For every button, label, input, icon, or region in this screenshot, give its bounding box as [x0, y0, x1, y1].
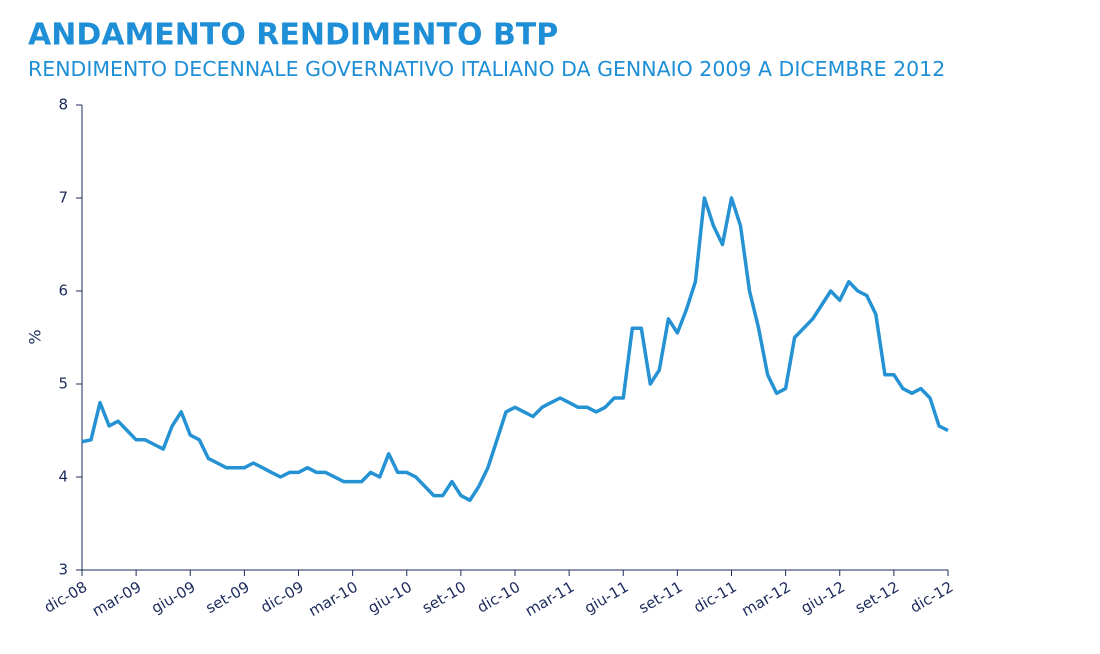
- y-tick-label: 4: [58, 468, 68, 486]
- x-tick-label: giu-11: [581, 578, 631, 617]
- x-tick-label: dic-12: [907, 578, 956, 617]
- x-tick-label: dic-09: [258, 578, 307, 617]
- y-tick-label: 6: [58, 282, 68, 300]
- x-tick-label: set-09: [203, 578, 253, 617]
- x-tick-label: mar-11: [522, 578, 577, 620]
- y-tick-label: 3: [58, 561, 68, 579]
- x-tick-label: set-12: [852, 578, 902, 617]
- y-tick-label: 7: [58, 189, 68, 207]
- y-tick-label: 8: [58, 96, 68, 114]
- x-tick-label: mar-10: [306, 578, 361, 620]
- y-axis-label: %: [26, 329, 45, 344]
- x-tick-label: mar-12: [739, 578, 794, 620]
- chart-title: ANDAMENTO RENDIMENTO BTP: [28, 18, 558, 53]
- x-tick-label: giu-09: [148, 578, 198, 617]
- data-line: [81, 196, 949, 503]
- x-tick-label: set-11: [636, 578, 686, 617]
- y-tick-label: 5: [58, 375, 68, 393]
- x-tick-label: dic-10: [474, 578, 523, 617]
- x-tick-label: dic-08: [41, 578, 90, 617]
- chart-subtitle: RENDIMENTO DECENNALE GOVERNATIVO ITALIAN…: [28, 57, 945, 81]
- x-tick-label: dic-11: [691, 578, 740, 617]
- x-tick-label: set-10: [419, 578, 469, 617]
- x-tick-label: giu-10: [365, 578, 415, 617]
- x-tick-label: mar-09: [89, 578, 144, 620]
- x-tick-label: giu-12: [798, 578, 848, 617]
